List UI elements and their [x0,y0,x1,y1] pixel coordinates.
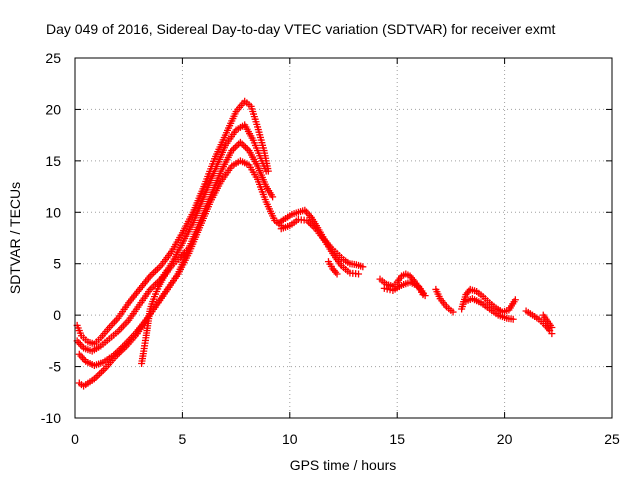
data-marker [359,263,367,271]
data-marker [421,292,429,300]
data-marker [333,270,341,278]
grid-lines [75,58,612,418]
data-markers [73,97,556,390]
y-tick-label: 25 [45,50,61,66]
series-track-4 [75,157,285,390]
x-tick-label: 5 [179,431,187,447]
x-tick-label: 0 [71,431,79,447]
y-axis-label: SDTVAR / TECUs [7,182,23,294]
data-marker [355,270,363,278]
y-tick-label: 0 [53,307,61,323]
series-track-15 [539,311,556,331]
series-track-8 [324,258,341,278]
tick-labels: 0 5 10 15 20 25 -10 -5 0 5 10 15 20 25 [41,50,620,447]
series-track-7 [277,215,363,278]
data-marker [262,167,270,175]
x-tick-label: 20 [497,431,513,447]
y-tick-label: 10 [45,204,61,220]
data-marker [548,323,556,331]
series-track-11 [432,285,457,316]
data-marker [509,315,517,323]
data-marker [548,330,556,338]
x-tick-label: 10 [282,431,298,447]
series-track-14 [522,307,556,338]
series-track-10 [380,278,429,300]
x-tick-label: 25 [604,431,620,447]
y-tick-label: 20 [45,101,61,117]
series-track-1 [73,97,272,348]
data-marker [185,244,193,252]
y-tick-label: 5 [53,256,61,272]
y-tick-label: 15 [45,153,61,169]
chart-title: Day 049 of 2016, Sidereal Day-to-day VTE… [46,21,555,37]
y-tick-label: -10 [41,410,61,426]
plot-frame [74,57,613,419]
series-track-13 [460,295,517,323]
x-tick-label: 15 [389,431,405,447]
series-track-5 [138,244,193,367]
x-axis-label: GPS time / hours [290,457,397,473]
data-marker [269,193,277,201]
y-tick-label: -5 [49,359,62,375]
data-marker [449,308,457,316]
data-marker [511,296,519,304]
